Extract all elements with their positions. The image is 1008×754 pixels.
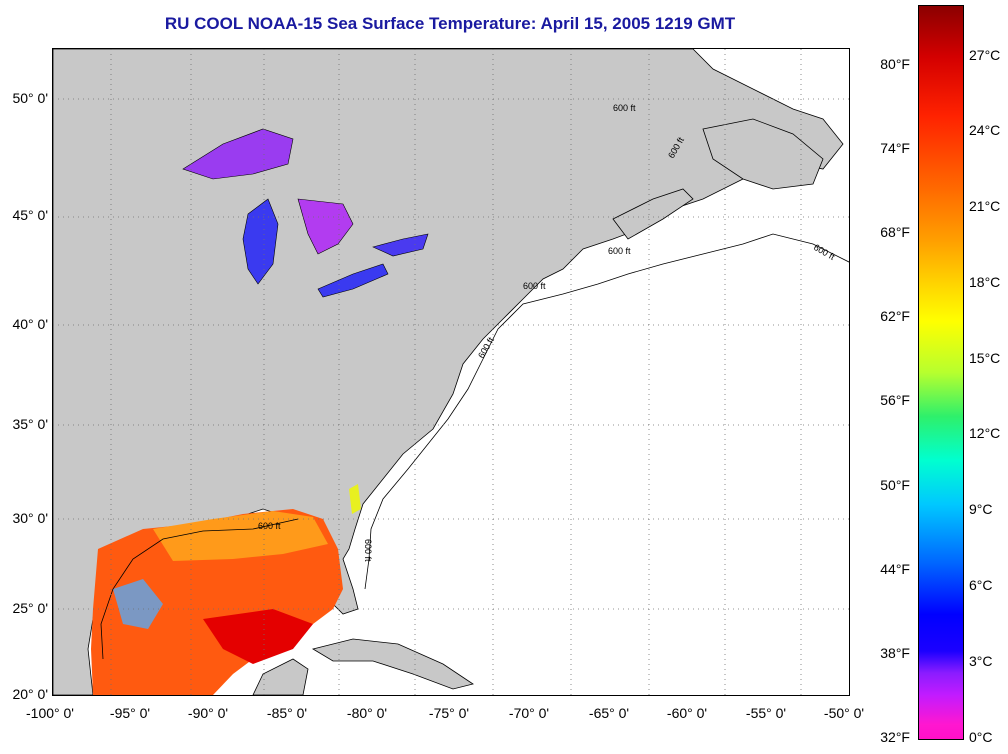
colorbar-f-label: 32°F <box>880 729 910 745</box>
colorbar-c-label: 27°C <box>969 47 1001 63</box>
colorbar-c-label: 12°C <box>969 425 1001 441</box>
colorbar-c-label: 15°C <box>969 350 1001 366</box>
florida-sst <box>349 484 361 514</box>
lat-label-45: 45° 0' <box>12 207 48 223</box>
land-newfoundland <box>702 118 824 190</box>
gulf-sst <box>91 509 343 695</box>
lon-label-55: -55° 0' <box>745 705 787 721</box>
lake-ontario <box>372 233 429 257</box>
colorbar-c-label: 9°C <box>969 501 993 517</box>
gulf-sst-deep <box>203 609 313 664</box>
lon-label-65: -65° 0' <box>588 705 630 721</box>
lon-label-100: -100° 0' <box>26 705 74 721</box>
lake-michigan <box>242 198 279 285</box>
lon-label-75: -75° 0' <box>428 705 470 721</box>
lon-label-70: -70° 0' <box>508 705 550 721</box>
land-yucatan <box>252 658 309 695</box>
colorbar-f-label: 44°F <box>880 561 910 577</box>
colorbar-c-label: 0°C <box>969 729 993 745</box>
lon-label-50: -50° 0' <box>823 705 865 721</box>
sst-map[interactable]: 600 ft 600 ft 600 ft 600 ft 600 ft 600 f… <box>52 48 850 696</box>
lon-label-95: -95° 0' <box>109 705 151 721</box>
colorbar-c-label: 3°C <box>969 653 993 669</box>
chart-title: RU COOL NOAA-15 Sea Surface Temperature:… <box>164 14 736 33</box>
contour-label: 600 ft <box>363 539 373 562</box>
lat-label-20: 20° 0' <box>12 686 48 702</box>
colorbar-f-label: 74°F <box>880 140 910 156</box>
lon-label-80: -80° 0' <box>346 705 388 721</box>
colorbar-f-label: 38°F <box>880 645 910 661</box>
colorbar-f-label: 80°F <box>880 56 910 72</box>
contour-label: 600 ft <box>608 246 631 256</box>
lat-label-50: 50° 0' <box>12 90 48 106</box>
contour-label: 600 ft <box>812 242 837 262</box>
colorbar-f-label: 50°F <box>880 477 910 493</box>
colorbar-c-label: 24°C <box>969 122 1001 138</box>
colorbar-f-label: 62°F <box>880 308 910 324</box>
lat-label-25: 25° 0' <box>12 600 48 616</box>
land-cuba <box>311 638 474 690</box>
colorbar-f-label: 68°F <box>880 224 910 240</box>
contour-label: 600 ft <box>258 521 281 531</box>
colorbar-f-label: 56°F <box>880 392 910 408</box>
lat-label-30: 30° 0' <box>12 510 48 526</box>
contour-label: 600 ft <box>613 103 636 113</box>
lat-label-40: 40° 0' <box>12 316 48 332</box>
lat-label-35: 35° 0' <box>12 416 48 432</box>
map-canvas: 600 ft 600 ft 600 ft 600 ft 600 ft 600 f… <box>53 49 849 695</box>
lon-label-90: -90° 0' <box>187 705 229 721</box>
land-nova-scotia <box>612 188 694 240</box>
contour-600ft <box>364 233 849 590</box>
colorbar-c-label: 6°C <box>969 577 993 593</box>
gulf-sst-north <box>153 511 328 561</box>
lake-superior <box>182 128 294 180</box>
contour-label: 600 ft <box>523 281 546 291</box>
lon-label-85: -85° 0' <box>266 705 308 721</box>
lake-erie <box>317 263 389 298</box>
lon-label-60: -60° 0' <box>666 705 708 721</box>
colorbar-c-label: 21°C <box>969 198 1001 214</box>
colorbar-c-label: 18°C <box>969 274 1001 290</box>
temperature-colorbar <box>918 5 964 740</box>
gulf-sst-cool <box>113 579 163 629</box>
contour-600ft-gulf <box>100 518 299 660</box>
lake-huron <box>297 198 354 255</box>
